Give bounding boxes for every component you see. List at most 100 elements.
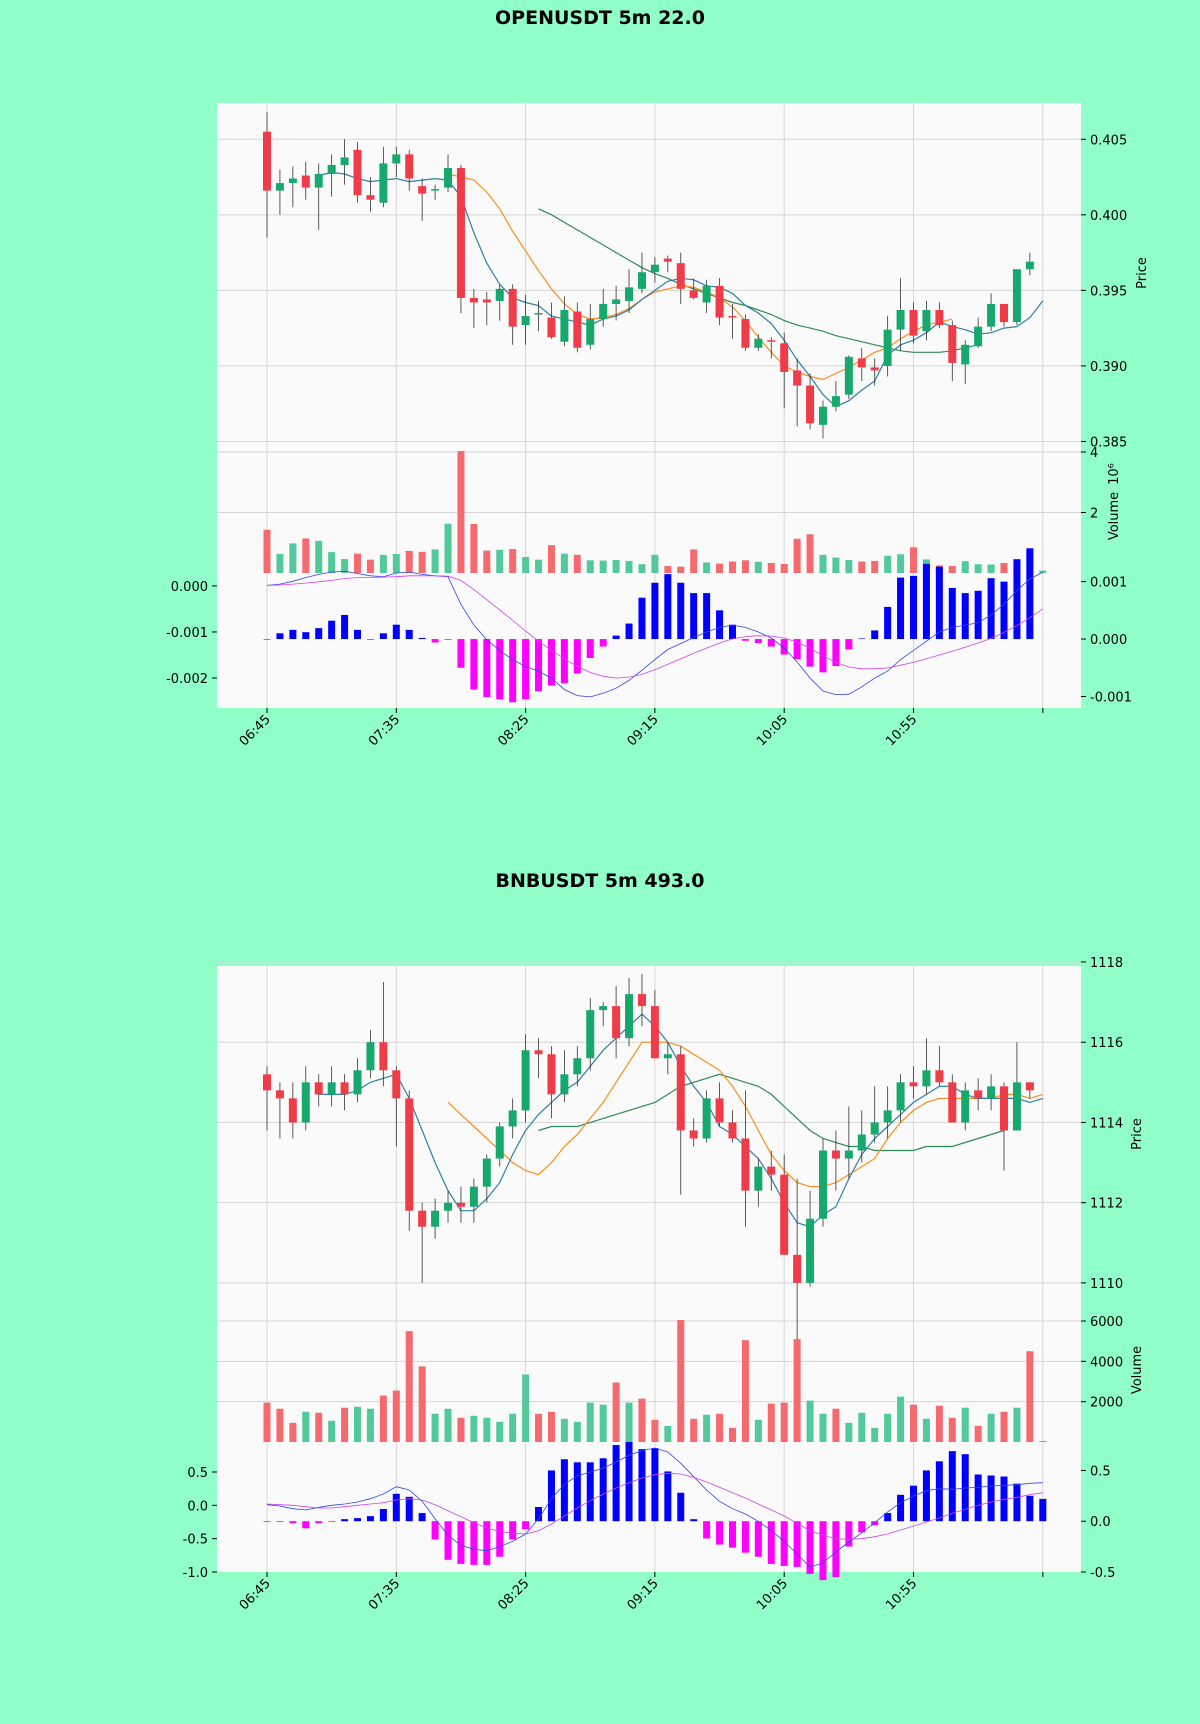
macd-histogram-bar [806, 1521, 814, 1575]
price-panel [217, 966, 1081, 1315]
macd-histogram-bar [354, 1518, 362, 1522]
volume-axis-label: Volume [1107, 492, 1122, 540]
volume-tick-label: 4000 [1090, 1355, 1123, 1370]
volume-bar [871, 1427, 879, 1442]
macd-histogram-bar [884, 1513, 892, 1522]
candle-down [793, 1254, 802, 1283]
candle-up [469, 1186, 478, 1207]
macd-histogram-bar [845, 639, 853, 650]
candle-up [831, 396, 840, 407]
volume-bar [573, 1421, 581, 1442]
macd-histogram-bar [664, 574, 672, 640]
candle-up [896, 1082, 905, 1111]
candle-up [599, 303, 608, 320]
candle-up [431, 1210, 440, 1227]
volume-bar [573, 554, 581, 573]
candle-down [301, 175, 310, 188]
volume-bar [522, 556, 530, 573]
macd-histogram-bar [728, 624, 736, 640]
volume-bar [806, 1400, 814, 1442]
macd-histogram-bar [328, 1521, 336, 1522]
macd-histogram-bar [703, 593, 711, 640]
volume-bar [948, 1417, 956, 1442]
macd-histogram-bar [897, 1494, 905, 1522]
macd-histogram-bar [871, 1521, 879, 1526]
candle-down [534, 1050, 543, 1055]
macd-histogram-bar [586, 639, 594, 659]
macd-histogram-bar [819, 1521, 827, 1581]
candle-up [482, 1158, 491, 1187]
macd-histogram-bar [728, 1521, 736, 1548]
volume-bar [470, 1415, 478, 1442]
macd-histogram-bar [405, 1496, 413, 1522]
macd-histogram-bar [573, 639, 581, 674]
candle-down [418, 1210, 427, 1227]
macd-histogram-bar [948, 1451, 956, 1522]
volume-bar [289, 543, 297, 573]
candle-up [353, 1070, 362, 1095]
candle-up [663, 1054, 672, 1059]
volume-bar [910, 1404, 917, 1442]
macd-histogram-bar [716, 1521, 724, 1545]
volume-bar [716, 563, 724, 573]
candle-down [689, 290, 698, 298]
macd-histogram-bar [599, 1458, 607, 1522]
macd-histogram-bar [418, 637, 426, 640]
candle-down [728, 316, 737, 318]
macd-histogram-bar [586, 1462, 594, 1522]
candle-up [625, 287, 634, 301]
candle-down [909, 1082, 918, 1087]
macd-histogram-bar [922, 563, 930, 640]
macd-histogram-bar [690, 1519, 698, 1522]
volume-bar [664, 1425, 672, 1442]
macd-histogram-bar [470, 639, 478, 690]
candle-up [702, 1098, 711, 1139]
macd-histogram-bar [276, 1521, 284, 1522]
price-axis-label: Price [1130, 1118, 1145, 1150]
candle-down [1025, 1082, 1034, 1091]
macd-histogram-bar [690, 593, 698, 640]
macd-histogram-bar [341, 1519, 349, 1522]
candle-down [974, 1090, 983, 1099]
candle-up [625, 994, 634, 1039]
candle-up [637, 272, 646, 289]
candle-up [508, 1110, 517, 1127]
volume-bar [509, 549, 517, 573]
volume-bar [987, 564, 995, 573]
candle-down [612, 1006, 621, 1039]
macd-histogram-bar [1026, 1495, 1034, 1522]
volume-bar [974, 564, 982, 573]
candle-down [637, 994, 646, 1007]
volume-bar [1000, 1411, 1008, 1442]
candle-up [288, 178, 297, 184]
volume-bar [560, 553, 568, 573]
candle-down [275, 1090, 284, 1099]
macd-histogram-bar [535, 1507, 543, 1522]
macd-histogram-bar [1000, 1476, 1008, 1522]
candle-up [870, 1122, 879, 1135]
macd-histogram-bar [444, 639, 452, 640]
volume-bar [703, 562, 711, 573]
volume-bar [690, 549, 698, 573]
macd-histogram-bar [547, 1470, 555, 1522]
candle-up [883, 329, 892, 366]
candle-down [831, 1150, 840, 1159]
volume-bar [974, 1425, 982, 1442]
volume-bar [496, 1421, 504, 1442]
candle-down [353, 149, 362, 196]
candle-down [418, 186, 427, 194]
volume-axis-label: Volume [1130, 1346, 1145, 1394]
candle-down [793, 370, 802, 386]
candle-down [935, 1070, 944, 1083]
volume-bar [716, 1413, 724, 1442]
macd-histogram-bar [716, 610, 724, 640]
volume-bar [858, 1412, 866, 1442]
candle-down [689, 1130, 698, 1139]
candle-down [263, 131, 271, 191]
volume-bar [405, 550, 413, 573]
candle-down [547, 317, 556, 338]
macd-histogram-bar [651, 582, 659, 640]
volume-bar [470, 523, 478, 573]
volume-bar [366, 1408, 374, 1442]
